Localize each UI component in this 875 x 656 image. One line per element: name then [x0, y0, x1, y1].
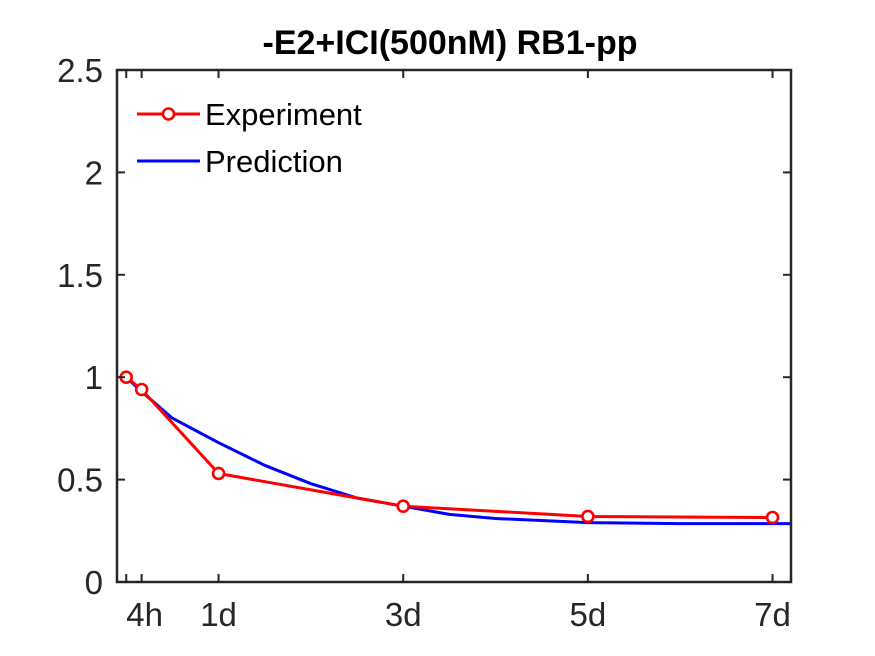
series-line-prediction [124, 375, 791, 526]
x-tick-label: 3d [385, 596, 422, 633]
y-tick-label: 1.5 [57, 257, 103, 294]
plot-area [119, 370, 791, 526]
legend-label-prediction: Prediction [205, 144, 343, 179]
x-tick-label: 1d [200, 596, 237, 633]
series-line-experiment [124, 375, 774, 519]
axes-box [115, 68, 793, 584]
axes: 0 0.5 1 1.5 2 2.5 4h 1d 3d 5d 7d [57, 52, 793, 633]
legend-marker-experiment [161, 107, 176, 121]
y-tick-label: 2.5 [57, 52, 103, 89]
y-tick-label: 0.5 [57, 462, 103, 499]
x-tick-label: 7d [754, 596, 791, 633]
legend: Experiment Prediction [137, 97, 362, 179]
x-tick-label: 4h [126, 596, 163, 633]
legend-label-experiment: Experiment [205, 97, 362, 132]
data-point-experiment [581, 509, 595, 524]
data-point-experiment [134, 382, 149, 397]
y-tick-label: 0 [85, 564, 103, 601]
x-tick-label: 5d [570, 596, 607, 633]
data-point-experiment [765, 510, 780, 525]
data-point-experiment [396, 499, 411, 514]
data-point-experiment [211, 466, 226, 481]
chart-title: -E2+ICI(500nM) RB1-pp [263, 24, 638, 62]
y-tick-label: 1 [85, 359, 103, 396]
y-tick-label: 2 [85, 154, 103, 191]
